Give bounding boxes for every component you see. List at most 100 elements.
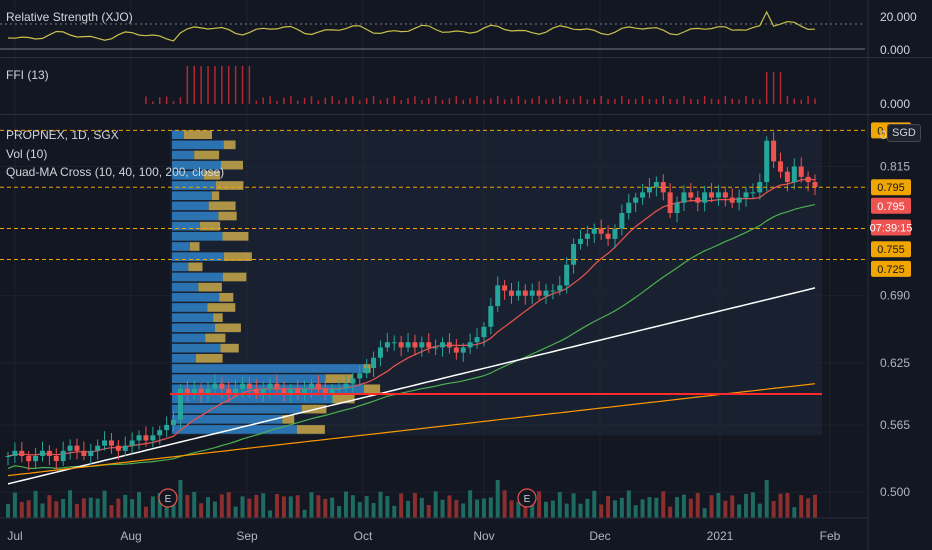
candle-body xyxy=(129,440,135,446)
volume-bar xyxy=(233,506,238,518)
candle-body xyxy=(743,192,749,198)
volume-profile-bar-down xyxy=(205,333,226,343)
candle-body xyxy=(522,290,528,296)
candle-body xyxy=(509,290,515,296)
candle-body xyxy=(640,192,646,198)
volume-bar xyxy=(778,493,783,518)
indicator-vol-label[interactable]: Vol (10) xyxy=(6,147,48,161)
rs-series-line xyxy=(7,10,816,42)
candle-body xyxy=(591,228,597,234)
volume-bar xyxy=(392,505,397,518)
volume-profile[interactable] xyxy=(170,130,822,436)
rs-tick-20: 20.000 xyxy=(880,10,917,24)
pane-separator[interactable] xyxy=(0,114,932,115)
candle-body xyxy=(605,233,611,239)
volume-bar xyxy=(123,494,128,518)
volume-bar xyxy=(88,497,93,518)
candle-body xyxy=(26,455,32,462)
volume-bar xyxy=(502,490,507,518)
candle-body xyxy=(481,326,487,338)
volume-bar xyxy=(95,498,100,518)
volume-bar xyxy=(730,495,735,518)
candle-body xyxy=(157,430,163,436)
volume-bar xyxy=(654,497,659,518)
candle-body xyxy=(798,166,804,177)
price-tag-bg xyxy=(871,241,911,258)
candle-body xyxy=(391,342,397,344)
candle-body xyxy=(550,290,556,292)
volume-profile-bar-up xyxy=(172,313,214,322)
candle-body xyxy=(778,161,784,172)
candle-body xyxy=(433,347,439,349)
volume-profile-bar-down xyxy=(218,211,237,221)
volume-bar xyxy=(254,494,259,518)
volume-bar xyxy=(12,492,17,518)
volume-profile-bar-up xyxy=(172,130,184,140)
candle-body xyxy=(557,285,563,291)
price-axis: 0.815 0.690 0.625 0.565 0.500 xyxy=(867,0,910,550)
volume-bar xyxy=(468,490,473,518)
volume-profile-bar-down xyxy=(203,170,221,180)
volume-bar xyxy=(516,501,521,518)
pane-separator[interactable] xyxy=(0,57,932,58)
volume-bar xyxy=(130,499,135,518)
candle-body xyxy=(212,383,218,389)
candle-body xyxy=(805,176,811,183)
volume-bar xyxy=(226,492,231,518)
candle-body xyxy=(115,445,121,451)
earnings-marker[interactable] xyxy=(517,488,537,508)
candle-body xyxy=(467,342,473,348)
ffi-pane-label[interactable]: FFI (13) xyxy=(6,68,49,82)
volume-bar xyxy=(813,494,817,518)
rs-pane-label[interactable]: Relative Strength (XJO) xyxy=(6,10,133,24)
volume-profile-bar-down xyxy=(221,160,244,170)
volume-bar xyxy=(47,495,52,518)
volume-bar xyxy=(688,498,693,518)
currency-button[interactable]: SGD xyxy=(887,124,921,142)
volume-profile-bar-up xyxy=(172,272,223,282)
horizontal-levels[interactable] xyxy=(0,129,868,395)
earnings-marker[interactable] xyxy=(158,488,178,508)
volume-bar xyxy=(426,505,431,518)
volume-bar xyxy=(385,496,390,518)
volume-profile-bar-down xyxy=(184,130,212,140)
volume-profile-bar-down xyxy=(215,181,244,190)
volume-bar xyxy=(723,500,728,518)
volume-bar xyxy=(54,501,59,518)
volume-profile-bar-down xyxy=(213,313,223,322)
volume-bar xyxy=(757,503,762,518)
candle-body xyxy=(364,368,370,374)
volume-bar xyxy=(150,496,155,518)
candle-body xyxy=(460,347,466,353)
volume-profile-bar-up xyxy=(172,252,224,261)
candle-body xyxy=(536,290,542,296)
candle-body xyxy=(646,187,652,193)
volume-bar xyxy=(143,506,148,518)
volume-bar xyxy=(399,493,404,518)
candle-body xyxy=(653,182,659,188)
volume-profile-bar-up xyxy=(172,140,224,150)
candle-body xyxy=(136,435,142,441)
candle-body xyxy=(626,202,632,214)
symbol-title[interactable]: PROPNEX, 1D, SGX xyxy=(6,128,119,142)
candle-body xyxy=(74,445,80,451)
candle-body xyxy=(764,140,770,183)
volume-bar xyxy=(102,490,107,518)
volume-bar xyxy=(537,491,542,518)
candle-body xyxy=(412,342,418,348)
candle-body xyxy=(164,424,170,431)
price-tick-label: 0.690 xyxy=(880,289,910,303)
volume-bar xyxy=(68,490,73,518)
candle-body xyxy=(571,244,577,265)
volume-bar xyxy=(475,499,480,518)
volume-profile-bar-up xyxy=(172,221,200,231)
candle-body xyxy=(60,450,66,462)
volume-bar xyxy=(171,494,176,518)
volume-bar xyxy=(509,500,514,518)
indicator-ma-label[interactable]: Quad-MA Cross (10, 40, 100, 200, close) xyxy=(6,165,225,179)
volume-profile-bar-up xyxy=(172,303,208,312)
volume-bar xyxy=(247,498,252,518)
volume-profile-bar-down xyxy=(189,242,200,251)
